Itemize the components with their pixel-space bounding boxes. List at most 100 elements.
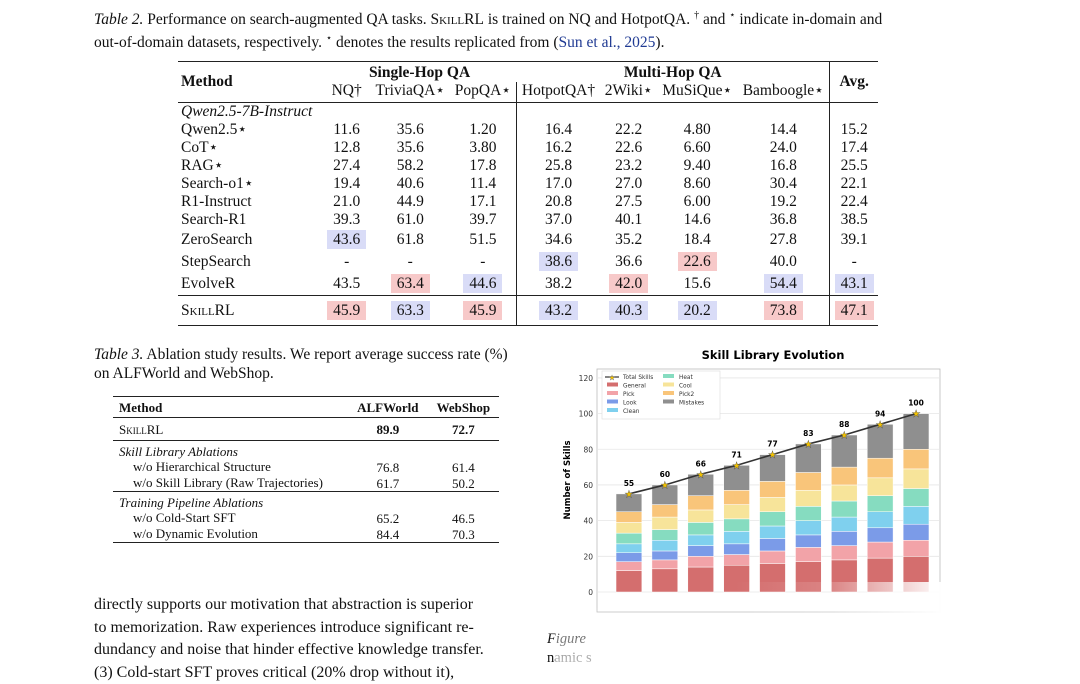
row-value: 58.2: [370, 157, 450, 175]
bar-segment-cool: [724, 505, 750, 519]
cell-value: 51.5: [469, 231, 496, 248]
bar-segment-look: [652, 551, 678, 560]
row-value: 17.1: [450, 193, 516, 211]
cell-value: 25.8: [545, 157, 572, 174]
bar-segment-clean: [724, 531, 750, 543]
total-value-label: 77: [767, 440, 777, 449]
row-value: 17.4: [830, 139, 878, 157]
row-value: 27.5: [600, 193, 657, 211]
total-value-label: 71: [731, 450, 741, 459]
cell-value: 40.6: [397, 175, 424, 192]
bar-segment-clean: [652, 540, 678, 551]
bar-segment-clean: [616, 544, 642, 553]
legend-swatch: [607, 391, 618, 395]
avg-header: Avg.: [830, 62, 878, 103]
bar-segment-clean: [867, 512, 893, 528]
cell-value: 12.8: [333, 139, 360, 156]
cell-value: 36.8: [770, 211, 797, 228]
cell-value: 27.0: [615, 175, 642, 192]
cell-value: 15.6: [684, 275, 711, 292]
row-method: R1-Instruct: [178, 193, 323, 211]
y-tick-label: 100: [579, 410, 594, 419]
row-value: 6.00: [657, 193, 737, 211]
bar-segment-clean: [795, 521, 821, 535]
row-value: 40.1: [600, 211, 657, 229]
cell-value: -: [852, 253, 857, 270]
cell-value: 6.00: [684, 193, 711, 210]
row-value: 11.4: [450, 175, 516, 193]
bar-segment-heat: [903, 489, 929, 507]
col-method-header: Method: [113, 397, 348, 418]
cell-value: 14.6: [684, 211, 711, 228]
row-value: 44.9: [370, 193, 450, 211]
cell-value: 43.6: [327, 230, 366, 249]
cell-value: 27.5: [615, 193, 642, 210]
col-alfworld-header: ALFWorld: [348, 397, 428, 418]
row-value: 15.2: [830, 121, 878, 139]
table2-caption-label: Table 2.: [94, 11, 143, 28]
y-axis-label: Number of Skills: [563, 440, 573, 519]
row-value: 30.4: [737, 175, 830, 193]
row-value: 61.4: [428, 459, 499, 475]
legend-swatch: [663, 400, 674, 404]
row-value: 22.6: [600, 139, 657, 157]
cell-value: 6.60: [684, 139, 711, 156]
skill-library-chart: Skill Library Evolution020406080100120Nu…: [555, 342, 945, 679]
cell-value: 22.2: [615, 121, 642, 138]
fade-overlay: [735, 582, 945, 679]
total-point-star-icon: ★: [912, 409, 921, 420]
table2-caption-and: and: [699, 11, 729, 28]
y-tick-label: 120: [579, 374, 594, 383]
y-tick-label: 0: [588, 588, 593, 597]
row-value: 3.80: [450, 139, 516, 157]
row-method: RAG⋆: [178, 157, 323, 175]
body-paragraph: directly supports our motivation that ab…: [94, 594, 516, 684]
row-value: 73.8: [737, 296, 830, 326]
cell-value: 44.9: [397, 193, 424, 210]
cell-value: 14.4: [770, 121, 797, 138]
row-value: 19.4: [323, 175, 371, 193]
row-value: 76.8: [348, 459, 428, 475]
row-value: 19.2: [737, 193, 830, 211]
row-method: w/o Hierarchical Structure: [113, 459, 348, 475]
y-tick-label: 60: [583, 481, 593, 490]
bar-segment-heat: [688, 522, 714, 534]
row-value: -: [450, 251, 516, 273]
cell-value: 30.4: [770, 175, 797, 192]
citation-link[interactable]: Sun et al., 2025: [559, 34, 656, 51]
row-value: 40.0: [737, 251, 830, 273]
cell-value: 36.6: [615, 253, 642, 270]
row-value: 43.5: [323, 273, 371, 296]
col-header: Bamboogle⋆: [737, 82, 830, 103]
cell-value: 54.4: [764, 274, 803, 293]
cell-value: 43.2: [539, 301, 578, 320]
legend-swatch: [663, 391, 674, 395]
row-value: 45.9: [450, 296, 516, 326]
bar-segment-heat: [795, 506, 821, 520]
chart-title: Skill Library Evolution: [702, 348, 845, 362]
cell-value: 38.2: [545, 275, 572, 292]
bar-segment-clean: [831, 517, 857, 531]
table2-caption: Table 2. Performance on search-augmented…: [94, 6, 994, 52]
bar-segment-clean: [688, 535, 714, 546]
paragraph-line: (3) Cold-start SFT proves critical (20% …: [94, 662, 516, 684]
bar-segment-heat: [724, 519, 750, 531]
cell-value: 16.2: [545, 139, 572, 156]
total-point-star-icon: ★: [876, 420, 885, 431]
y-tick-label: 80: [583, 445, 593, 454]
row-value: -: [323, 251, 371, 273]
col-webshop-header: WebShop: [428, 397, 499, 418]
row-method: w/o Cold-Start SFT: [113, 510, 348, 526]
bar-segment-pick2: [903, 449, 929, 469]
cell-value: 17.4: [841, 139, 868, 156]
row-value: 38.2: [516, 273, 600, 296]
bar-segment-general: [616, 571, 642, 592]
bar-segment-pick2: [795, 472, 821, 490]
cell-value: -: [344, 253, 349, 270]
